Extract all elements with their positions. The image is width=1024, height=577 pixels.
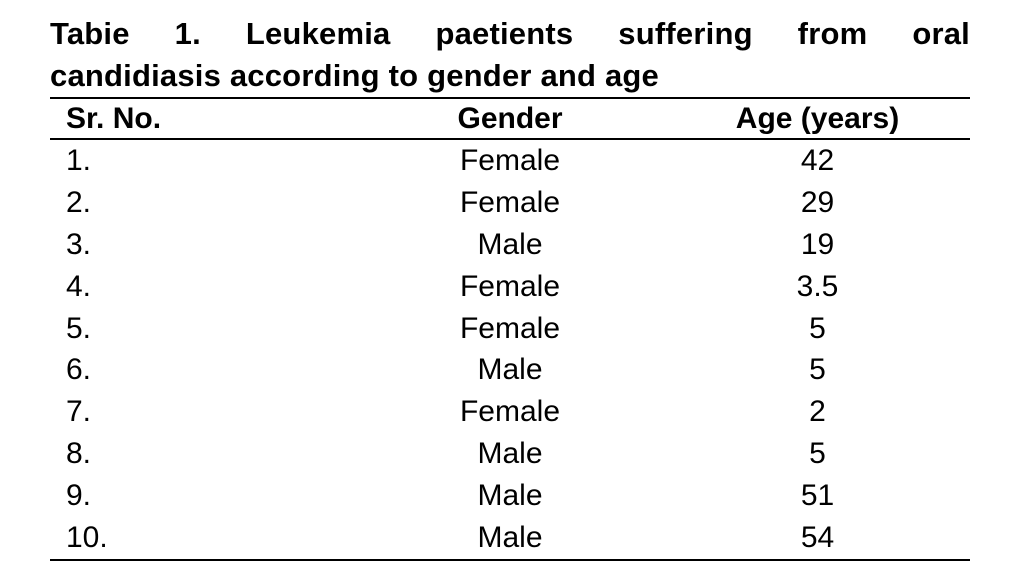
cell-age: 29: [800, 185, 835, 219]
table-title-line-2: candidiasis according to gender and age: [50, 58, 660, 93]
cell-sr-no: 9.: [66, 479, 92, 513]
table-row: 10. Male 54: [50, 517, 970, 561]
table-row: 3. Male 19: [50, 224, 970, 266]
cell-gender: Female: [459, 269, 561, 303]
cell-age: 42: [800, 143, 835, 177]
table-row: 5. Female 5: [50, 308, 970, 350]
cell-gender: Female: [459, 143, 561, 177]
table-title: Tabie 1. Leukemia paetients suffering fr…: [50, 13, 970, 97]
cell-sr-no: 7.: [66, 395, 92, 429]
table-row: 2. Female 29: [50, 182, 970, 224]
table-header-row: Sr. No. Gender Age (years): [50, 97, 970, 140]
column-header-gender: Gender: [335, 97, 685, 140]
cell-gender: Male: [477, 437, 543, 471]
cell-gender: Female: [459, 395, 561, 429]
table-row: 7. Female 2: [50, 391, 970, 433]
cell-sr-no: 5.: [66, 311, 92, 345]
cell-gender: Male: [477, 353, 543, 387]
cell-age: 5: [809, 353, 826, 387]
cell-gender: Female: [459, 311, 561, 345]
cell-sr-no: 4.: [66, 269, 92, 303]
cell-age: 51: [800, 479, 835, 513]
cell-sr-no: 8.: [66, 437, 92, 471]
cell-sr-no: 3.: [66, 227, 92, 261]
table-row: 8. Male 5: [50, 433, 970, 475]
cell-age: 2: [809, 395, 826, 429]
column-header-age: Age (years): [685, 97, 970, 140]
cell-gender: Female: [459, 185, 561, 219]
table-row: 4. Female 3.5: [50, 266, 970, 308]
cell-gender: Male: [477, 479, 543, 513]
cell-sr-no: 2.: [66, 185, 92, 219]
cell-age: 3.5: [796, 269, 839, 303]
table-row: 1. Female 42: [50, 139, 970, 182]
cell-age: 54: [685, 517, 970, 561]
table-row: 6. Male 5: [50, 349, 970, 391]
table-block: Tabie 1. Leukemia paetients suffering fr…: [50, 0, 970, 561]
cell-sr-no: 6.: [66, 353, 92, 387]
table-row: 9. Male 51: [50, 475, 970, 517]
cell-sr-no: 1.: [66, 143, 92, 177]
cell-age: 19: [800, 227, 835, 261]
cell-age: 5: [809, 437, 826, 471]
cell-gender: Male: [335, 517, 685, 561]
patients-table: Sr. No. Gender Age (years) 1. Female 42 …: [50, 97, 970, 561]
cell-sr-no: 10.: [50, 517, 335, 561]
cell-age: 5: [809, 311, 826, 345]
cell-gender: Male: [477, 227, 543, 261]
column-header-sr-no: Sr. No.: [50, 97, 335, 140]
table-title-line-1: Tabie 1. Leukemia paetients suffering fr…: [50, 16, 970, 51]
